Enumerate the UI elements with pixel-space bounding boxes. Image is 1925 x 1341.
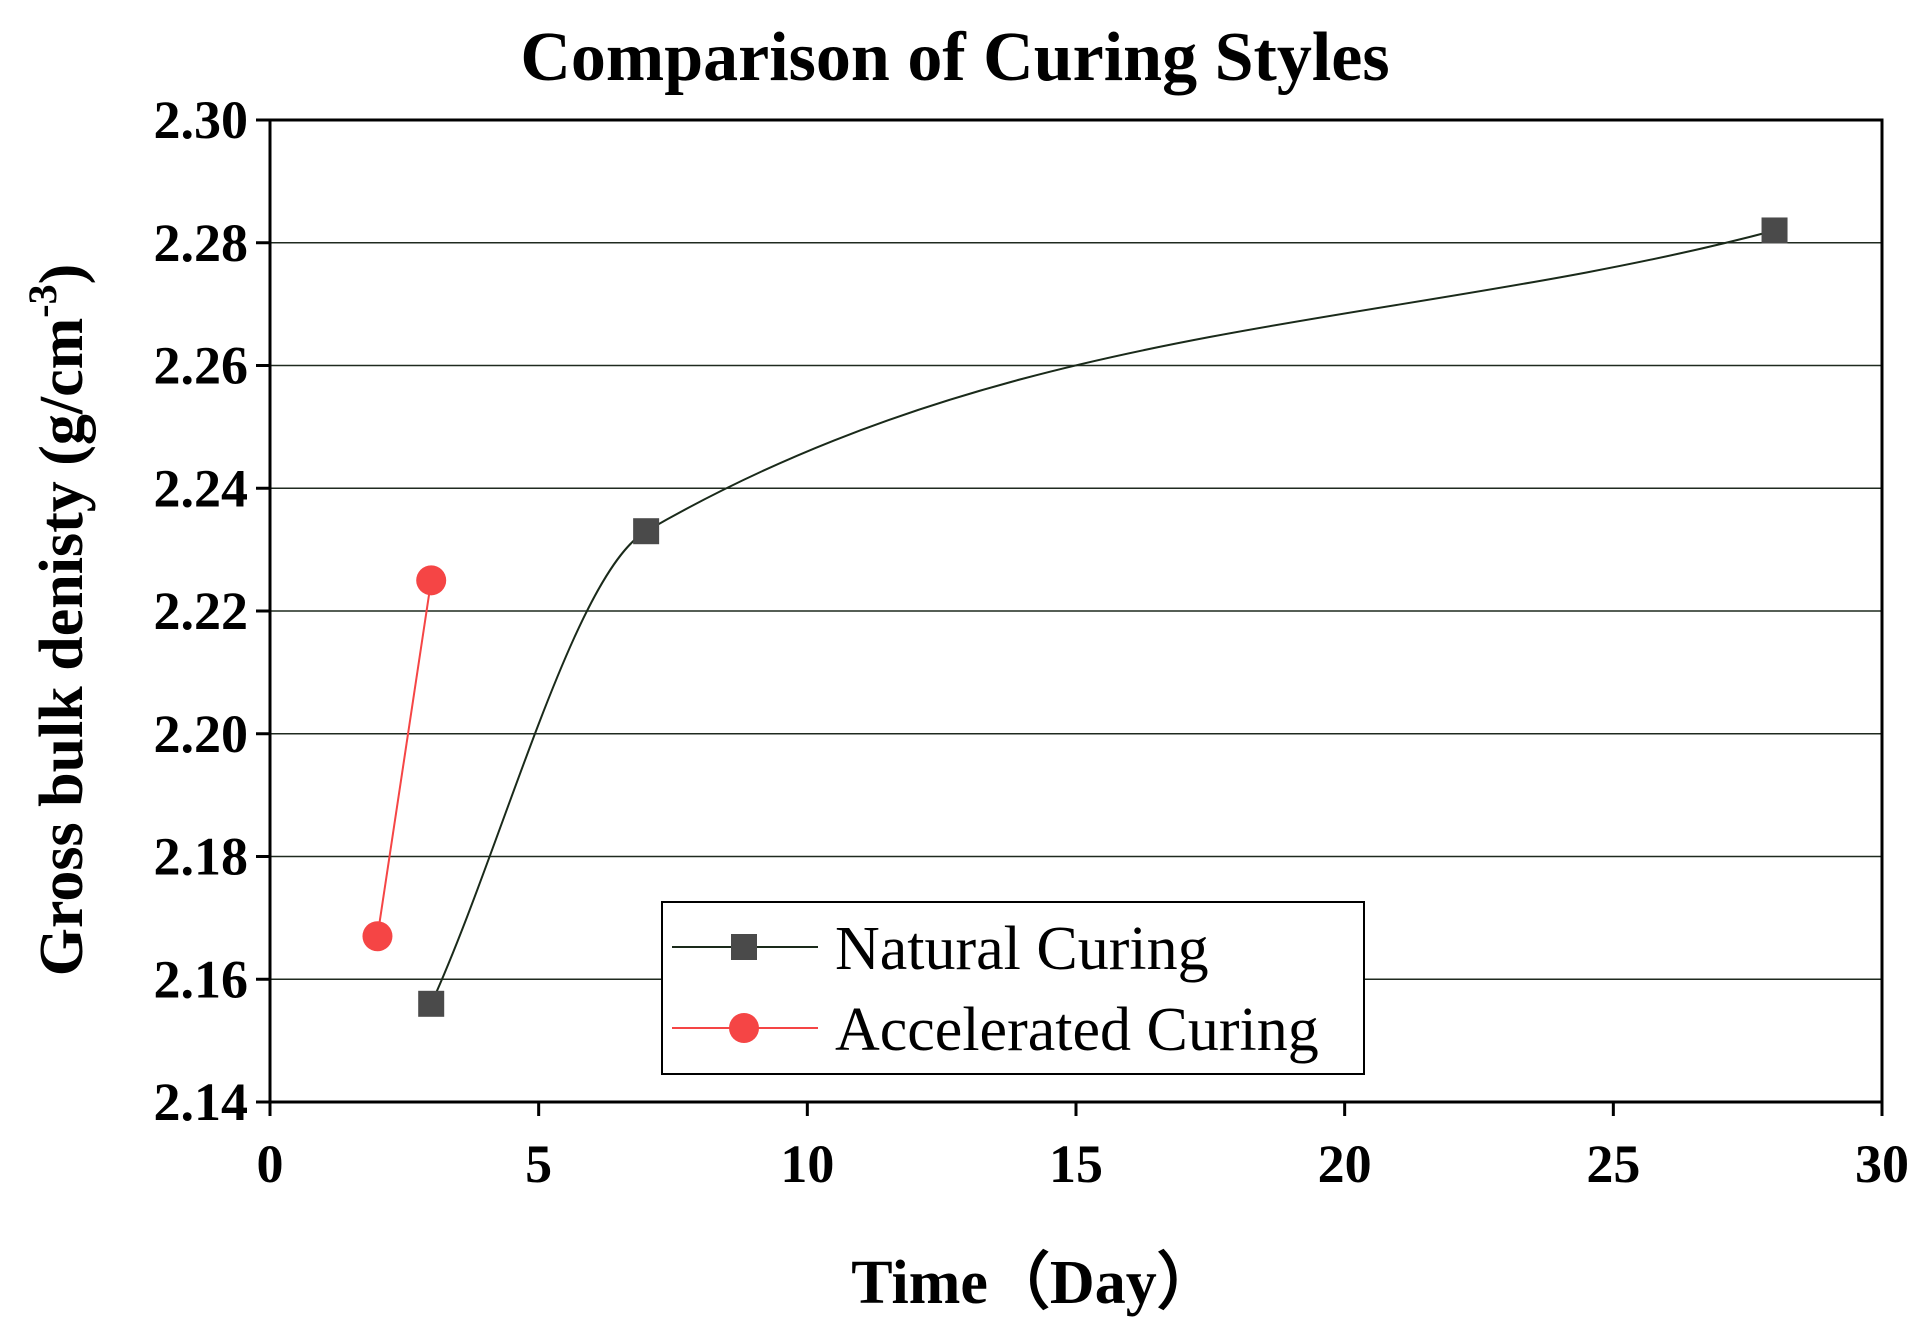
y-axis-label-main: Gross bulk denisty (g/cm [28,318,96,977]
y-tick-label: 2.26 [154,336,249,396]
data-point-natural-curing [1761,217,1788,244]
y-tick-label: 2.22 [154,581,249,641]
x-tick-label: 0 [257,1134,284,1194]
series-line-accelerated-curing [376,580,433,937]
y-axis-label-close: ) [28,264,96,285]
y-tick-label: 2.24 [154,458,249,518]
x-tick-label: 25 [1586,1134,1640,1194]
y-axis-label: Gross bulk denisty (g/cm-3) [20,264,96,977]
data-point-accelerated-curing [416,565,447,596]
series-markers [362,217,1788,1017]
chart-title: Comparison of Curing Styles [520,19,1389,96]
legend-label-accelerated-curing: Accelerated Curing [835,996,1319,1064]
x-tick-label: 5 [525,1134,552,1194]
x-tick-label: 30 [1855,1134,1909,1194]
y-axis-label-superscript: -3 [20,284,65,317]
x-tick-label: 20 [1318,1134,1372,1194]
y-tick-label: 2.20 [154,704,249,764]
y-tick-label: 2.14 [154,1072,249,1132]
x-tick-label: 10 [780,1134,834,1194]
legend: Natural Curing Accelerated Curing [661,901,1365,1075]
x-tick-label: 15 [1049,1134,1103,1194]
legend-box [661,901,1365,1075]
data-point-accelerated-curing [362,921,393,952]
series-lines [376,229,1775,1005]
legend-marker-natural-curing [731,934,757,960]
legend-label-natural-curing: Natural Curing [835,915,1209,983]
y-tick-label: 2.18 [154,827,249,887]
data-point-natural-curing [633,518,660,545]
y-tick-labels: 2.14 2.16 2.18 2.20 2.22 2.24 2.26 2.28 2.30 [154,90,249,1132]
x-tick-labels: 0 5 10 15 20 25 30 [257,1134,1910,1194]
x-axis-label: Time（Day） [851,1247,1218,1317]
series-line-natural-curing [430,229,1775,1005]
y-tick-label: 2.30 [154,90,249,150]
data-point-natural-curing [418,990,445,1017]
axis-ticks [256,118,1884,1116]
y-tick-label: 2.28 [154,213,249,273]
y-tick-label: 2.16 [154,949,249,1009]
legend-marker-accelerated-curing [729,1013,759,1043]
